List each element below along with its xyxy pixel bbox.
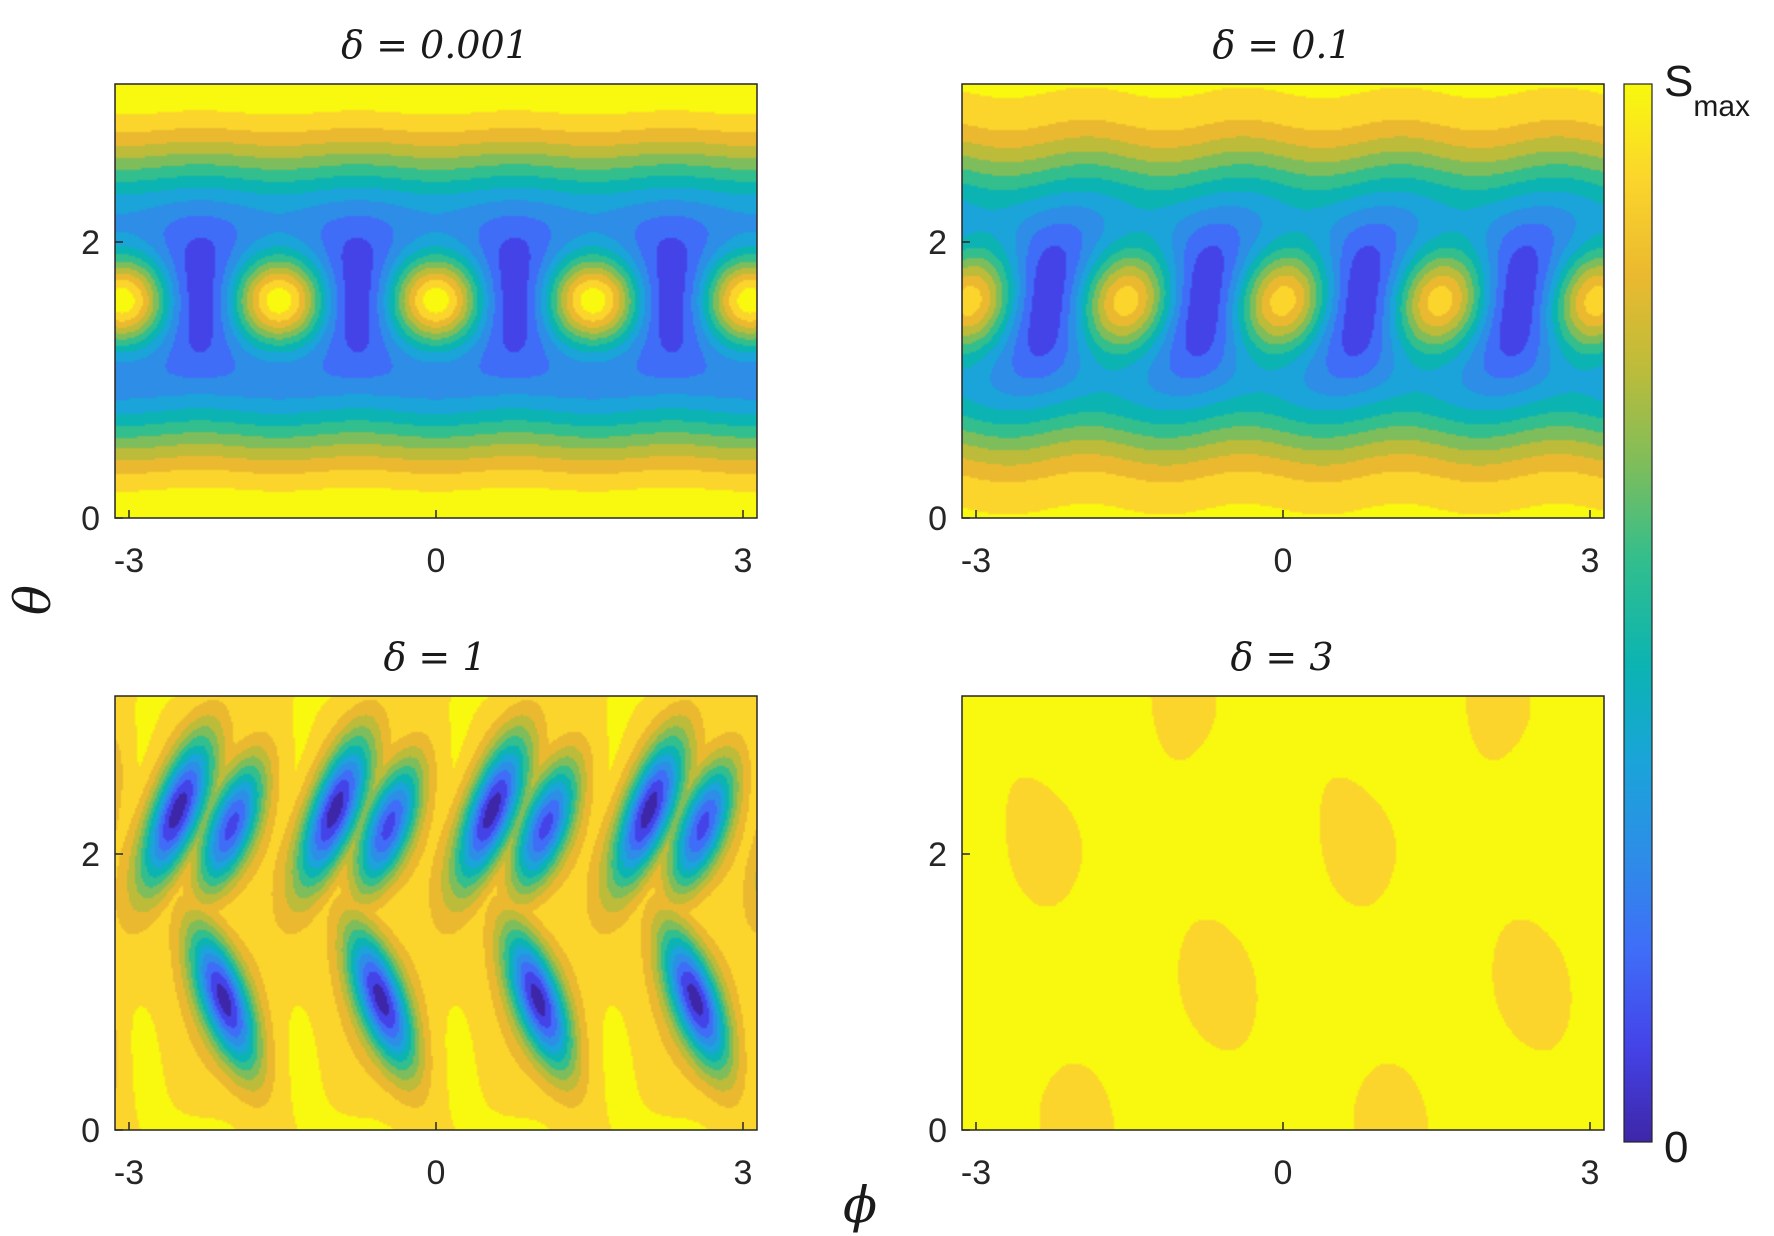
x-tick-label: 3: [1581, 1154, 1600, 1192]
colorbar-min-label: 0: [1664, 1123, 1688, 1172]
x-tick-label: 3: [734, 1154, 753, 1192]
y-tick-label: 0: [928, 500, 947, 538]
y-tick-label: 0: [81, 500, 100, 538]
y-tick-label: 2: [928, 836, 947, 874]
x-tick-label: -3: [961, 1154, 991, 1192]
x-axis-label: ϕ: [843, 1176, 877, 1234]
x-ticks: -3 0 3: [961, 510, 1600, 580]
y-tick-label: 0: [81, 1112, 100, 1150]
x-tick-label: -3: [114, 1154, 144, 1192]
x-tick-label: 0: [1274, 542, 1293, 580]
x-tick-label: 3: [1581, 542, 1600, 580]
x-ticks: -3 0 3: [114, 1122, 753, 1192]
x-tick-label: 0: [427, 542, 446, 580]
colorbar-max-symbol: S: [1664, 57, 1693, 106]
panel-title: δ = 3: [1230, 635, 1333, 679]
y-tick-label: 2: [81, 224, 100, 262]
x-ticks: -3 0 3: [114, 510, 753, 580]
x-tick-label: 3: [734, 542, 753, 580]
y-ticks: 0 2: [81, 836, 123, 1150]
y-ticks: 0 2: [928, 836, 970, 1150]
colorbar-max-subscript: max: [1693, 90, 1750, 123]
colorbar: Smax 0: [1623, 57, 1750, 1172]
y-tick-label: 0: [928, 1112, 947, 1150]
y-axis-label: θ: [4, 585, 62, 615]
y-ticks: 0 2: [81, 224, 123, 538]
panel-delta-1: δ = 1 -3 0 3 0 2: [81, 635, 758, 1192]
panel-title: δ = 0.1: [1212, 23, 1351, 67]
colorbar-max-label: Smax: [1664, 57, 1750, 123]
contour-map: [115, 84, 757, 518]
panel-title: δ = 0.001: [341, 23, 529, 67]
panel-delta-0.1: δ = 0.1 -3 0 3 0 2: [928, 23, 1605, 580]
panel-title: δ = 1: [383, 635, 486, 679]
y-tick-label: 2: [928, 224, 947, 262]
x-tick-label: -3: [114, 542, 144, 580]
x-tick-label: -3: [961, 542, 991, 580]
colorbar-gradient: [1623, 83, 1653, 1143]
x-tick-label: 0: [1274, 1154, 1293, 1192]
y-tick-label: 2: [81, 836, 100, 874]
contour-map: [962, 696, 1604, 1130]
panel-delta-3: δ = 3 -3 0 3 0 2: [928, 635, 1605, 1192]
contour-map: [962, 84, 1604, 518]
contour-map: [115, 696, 757, 1130]
panel-delta-0.001: δ = 0.001 -3 0 3 0 2: [81, 23, 758, 580]
x-ticks: -3 0 3: [961, 1122, 1600, 1192]
y-ticks: 0 2: [928, 224, 970, 538]
x-tick-label: 0: [427, 1154, 446, 1192]
